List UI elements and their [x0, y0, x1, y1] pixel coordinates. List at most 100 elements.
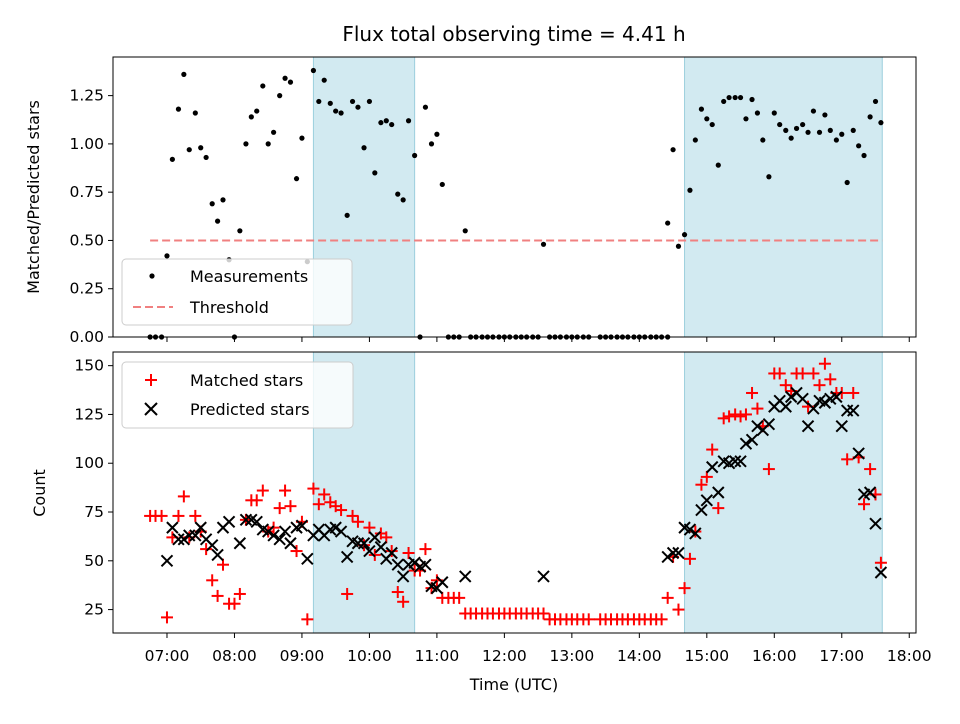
measurement-point — [203, 154, 209, 161]
measurement-point — [164, 253, 170, 259]
measurement-point — [405, 118, 412, 124]
x-tick-label: 15:00 — [684, 647, 729, 665]
predicted-star-point — [166, 521, 179, 534]
predicted-star-point — [273, 533, 286, 546]
matched-star-point — [380, 531, 393, 544]
predicted-star-point — [172, 533, 185, 546]
measurement-point — [878, 120, 884, 126]
measurement-point — [293, 176, 300, 182]
measurement-point — [665, 220, 671, 226]
measurement-point — [333, 108, 339, 114]
predicted-star-point — [695, 503, 708, 517]
measurement-point — [698, 106, 705, 112]
matched-star-point — [582, 613, 595, 626]
top-shaded-spans — [312, 56, 883, 338]
measurement-point — [771, 110, 777, 116]
measurement-point — [850, 127, 856, 133]
matched-star-point — [453, 591, 466, 604]
predicted-star-point — [661, 550, 674, 564]
x-tick-label: 08:00 — [212, 647, 257, 665]
measurement-point — [214, 218, 221, 224]
matched-star-point — [256, 484, 269, 497]
measurement-point — [209, 201, 215, 207]
predicted-star-point — [194, 521, 207, 534]
matched-star-point — [216, 558, 229, 571]
top-legend-box — [121, 258, 353, 326]
measurement-point — [783, 127, 789, 133]
top-x-ticks — [166, 337, 910, 342]
measurement-point — [237, 228, 243, 234]
predicted-star-point — [847, 404, 860, 417]
bottom-legend: Matched stars Predicted stars — [121, 361, 354, 429]
measurement-point — [186, 147, 192, 153]
y-tick-label: 0.00 — [69, 328, 104, 346]
matched-star-point — [290, 545, 303, 558]
measurement-point — [687, 187, 693, 193]
matched-star-point — [864, 463, 877, 476]
predicted-star-point — [745, 433, 759, 447]
matched-star-point — [739, 408, 752, 421]
matched-star-point — [695, 478, 708, 491]
matched-star-point — [177, 490, 190, 503]
predicted-star-point — [835, 419, 848, 433]
measurement-point — [327, 100, 333, 106]
bottom-y-axis-label: Count — [30, 469, 49, 517]
legend-marker-predicted — [144, 402, 158, 416]
top-y-axis-label: Matched/Predicted stars — [24, 100, 43, 294]
matched-star-point — [723, 410, 736, 423]
measurement-point — [872, 98, 879, 105]
predicted-star-point — [419, 558, 432, 571]
measurement-point — [299, 135, 305, 141]
predicted-star-point — [818, 396, 832, 409]
measurement-point — [681, 232, 688, 238]
measurement-point — [220, 197, 226, 203]
measurement-point — [737, 94, 744, 101]
measurement-point — [439, 181, 445, 188]
matched-star-point — [700, 470, 713, 483]
predicted-star-point — [368, 531, 382, 544]
measurement-point — [169, 156, 175, 162]
measurement-point — [248, 114, 254, 120]
matched-star-point — [835, 386, 848, 399]
measurement-point — [366, 98, 373, 105]
predicted-star-point — [436, 576, 449, 589]
matched-star-point — [537, 607, 550, 620]
measurement-point — [321, 77, 327, 83]
y-tick-label: 50 — [84, 552, 104, 570]
predicted-star-point — [712, 486, 725, 499]
measurement-point — [282, 75, 288, 81]
predicted-star-point — [261, 525, 275, 538]
measurement-point — [704, 116, 710, 122]
x-tick-label: 11:00 — [415, 647, 460, 665]
measurement-point — [400, 197, 406, 203]
matched-star-point — [841, 453, 854, 466]
matched-star-point — [211, 589, 224, 602]
measurement-point — [675, 243, 682, 249]
measurement-point — [462, 228, 468, 234]
legend-marker-measurements — [149, 273, 155, 279]
bottom-y-ticks: 25 50 75 100 125 150 — [74, 357, 113, 619]
top-y-ticks: 0.00 0.25 0.50 0.75 1.00 1.25 — [69, 87, 113, 346]
measurement-point — [389, 121, 395, 128]
matched-star-point — [796, 367, 809, 380]
matched-star-point — [172, 509, 185, 522]
matched-star-point — [706, 443, 719, 456]
measurement-point — [822, 112, 828, 118]
y-tick-label: 0.50 — [69, 231, 104, 249]
predicted-star-point — [357, 537, 371, 550]
measurement-point — [732, 94, 738, 101]
measurement-point — [271, 129, 277, 135]
matched-star-point — [206, 574, 219, 587]
matched-star-point — [273, 502, 286, 515]
measurement-point — [422, 104, 429, 110]
predicted-star-point — [666, 546, 680, 560]
predicted-star-point — [160, 554, 174, 568]
measurement-point — [743, 116, 749, 122]
measurement-point — [670, 147, 676, 153]
matched-star-point — [712, 502, 725, 515]
predicted-star-point — [177, 533, 191, 546]
measurement-point — [760, 137, 766, 143]
measurement-point — [540, 241, 547, 247]
predicted-star-point — [222, 515, 236, 528]
